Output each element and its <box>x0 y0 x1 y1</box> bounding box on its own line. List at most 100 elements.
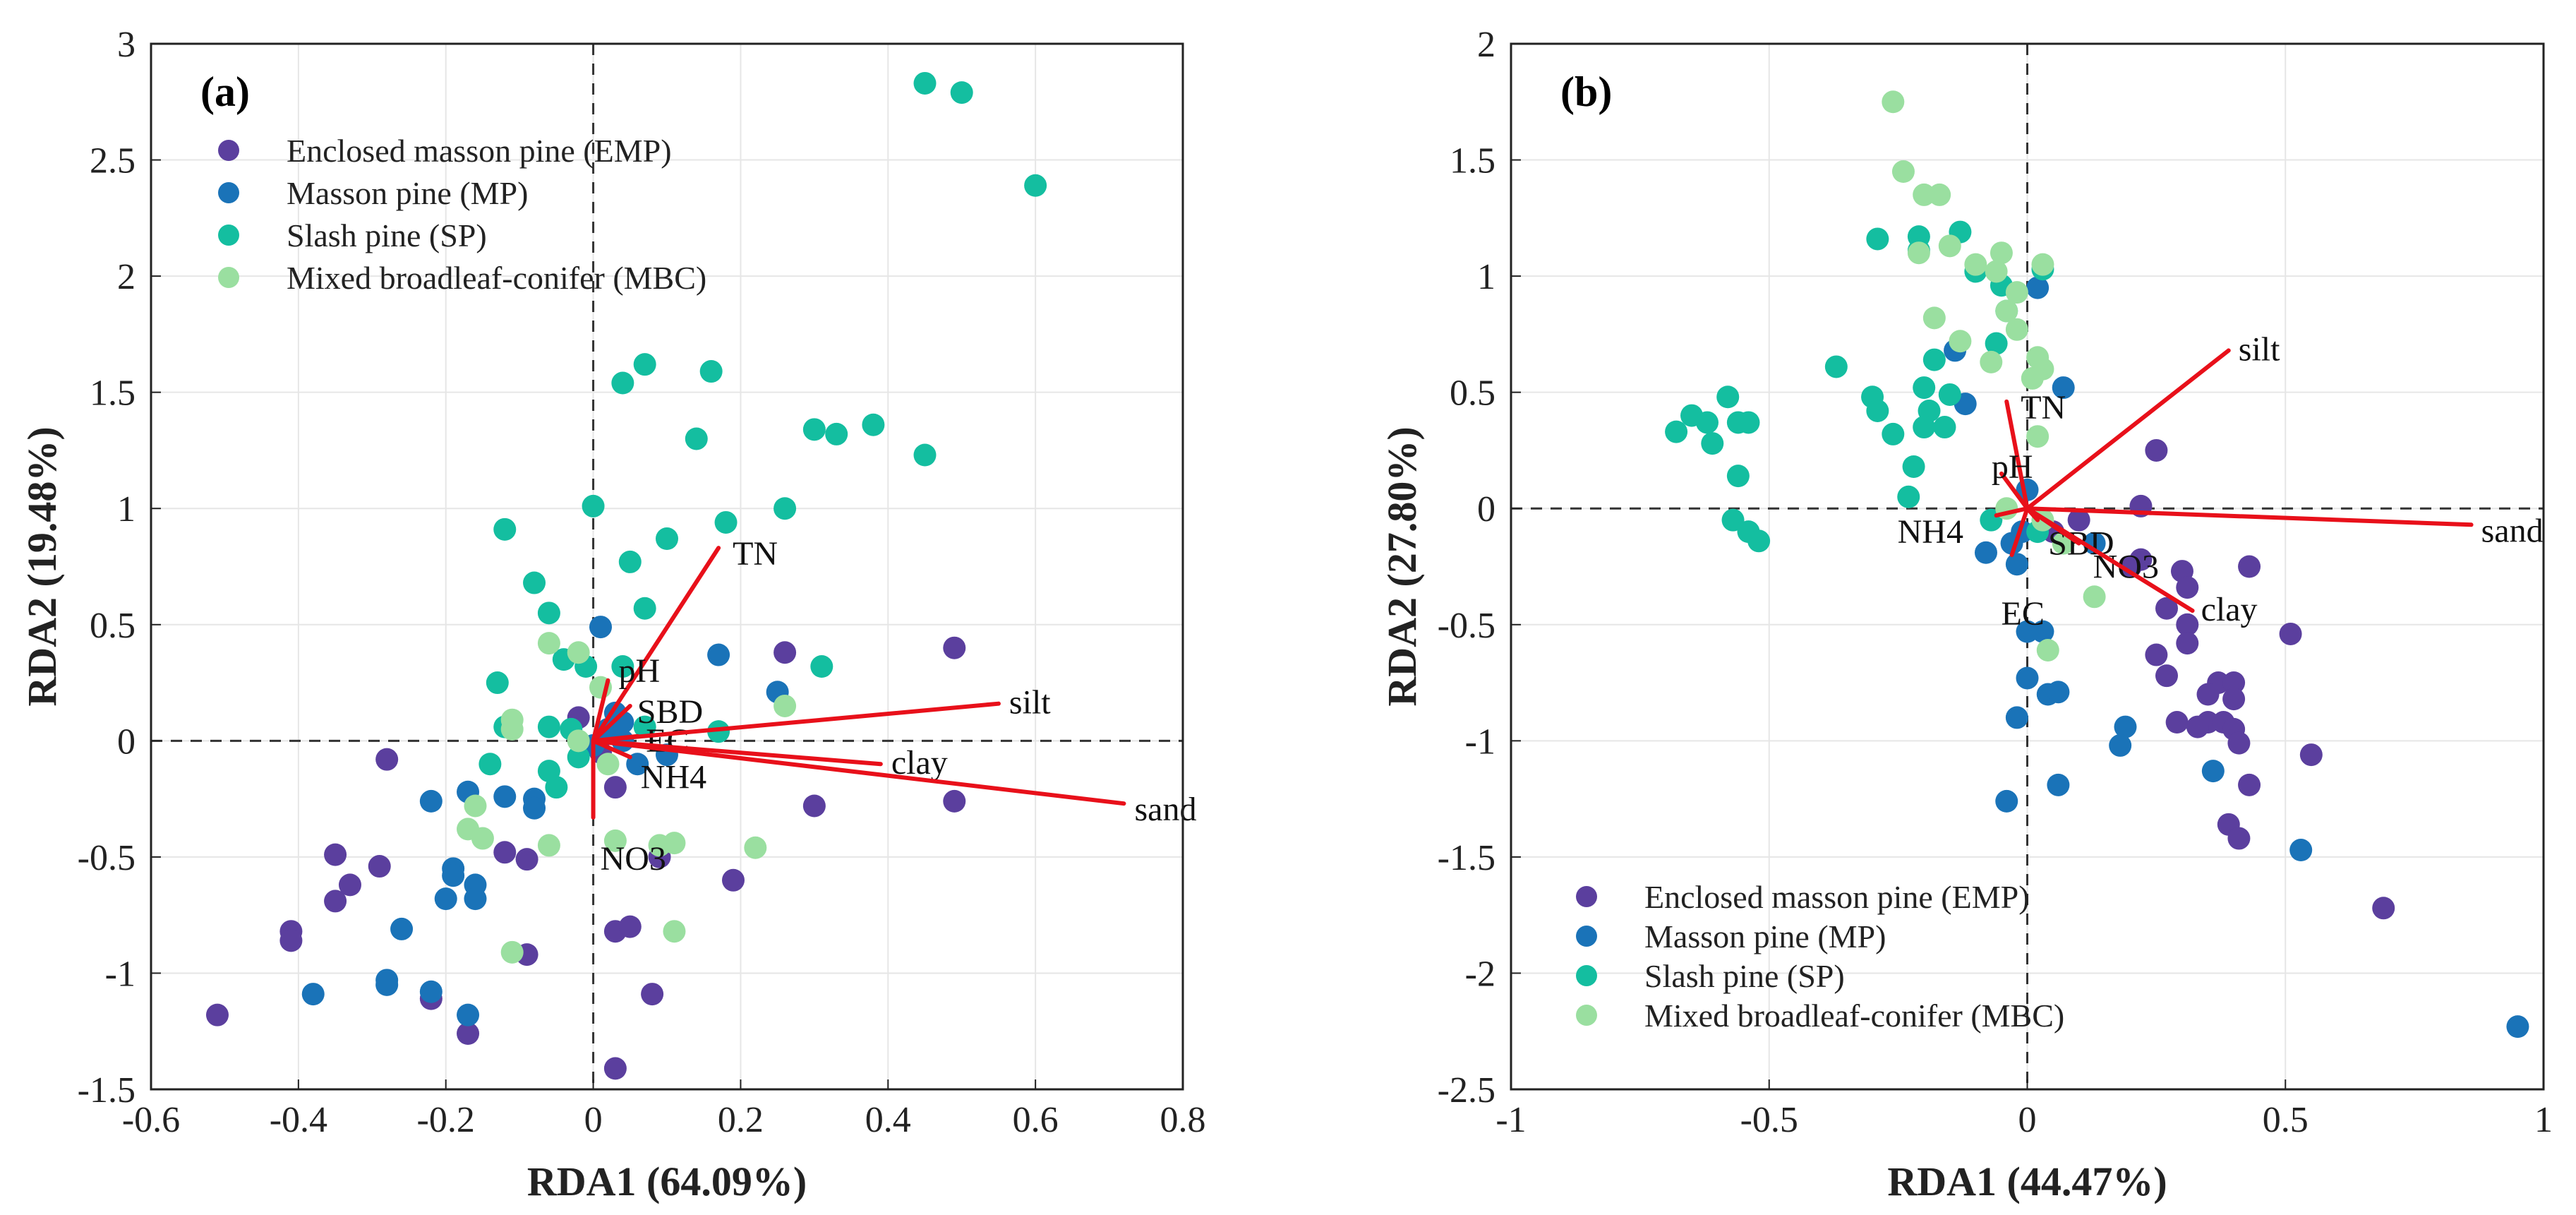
data-point <box>2289 839 2313 862</box>
data-point <box>464 887 487 911</box>
legend-label: Masson pine (MP) <box>1644 918 1886 954</box>
data-point <box>1933 416 1956 439</box>
data-point <box>2047 681 2070 704</box>
chart-panel-a: -0.6 -0.4 -0.2 0 0.2 0.4 0.6 0.8 -1.5 -1 -0.5 0 0.5 1… <box>19 25 1206 1204</box>
legend-marker <box>1576 886 1597 907</box>
data-point <box>2016 620 2039 643</box>
data-point <box>442 864 465 887</box>
data-point <box>1695 411 1719 434</box>
data-point <box>707 643 730 666</box>
data-point <box>1974 541 1997 564</box>
arrow-sbd <box>591 703 632 743</box>
data-point <box>2031 253 2054 276</box>
x-tick-label: -0.5 <box>1740 1100 1798 1140</box>
data-point <box>567 746 590 769</box>
data-point <box>1824 355 1848 378</box>
plot-frame <box>1510 42 2545 1091</box>
data-point <box>471 827 494 850</box>
data-point <box>419 980 443 1003</box>
data-point <box>375 748 399 771</box>
data-point <box>810 655 833 678</box>
data-point <box>1990 241 2013 265</box>
legend-marker <box>218 140 239 161</box>
data-point <box>2114 715 2137 738</box>
data-point <box>2196 683 2220 706</box>
data-point <box>2165 711 2189 734</box>
data-point <box>2129 548 2153 571</box>
arrow-label-nh4: NH4 <box>641 758 706 796</box>
data-point <box>1665 420 1688 443</box>
data-point <box>1726 465 1750 488</box>
arrow-label-no3: NO3 <box>601 840 666 878</box>
y-tick-label: -1.5 <box>1438 838 1495 878</box>
y-tick-label: 0 <box>117 722 136 762</box>
data-point <box>913 443 937 467</box>
data-point <box>2083 585 2106 609</box>
series-mixed-broadleaf-conifer-mbc <box>1882 90 2106 662</box>
x-tick-label: 0.5 <box>2263 1100 2309 1140</box>
data-point <box>1024 174 1047 197</box>
data-point <box>2145 643 2168 666</box>
data-point <box>205 1003 229 1027</box>
data-point <box>537 715 560 738</box>
y-tick-label: -1.5 <box>78 1070 136 1111</box>
data-point <box>589 616 613 639</box>
y-tick-label: 0.5 <box>90 606 136 646</box>
arrow-label-ec: EC <box>646 722 689 760</box>
data-point <box>1737 411 1760 434</box>
y-tick-label: 1.5 <box>1450 141 1495 181</box>
y-tick-label: 3 <box>117 25 136 65</box>
data-point <box>2176 632 2199 655</box>
data-point <box>464 794 487 818</box>
data-point <box>1922 306 1946 330</box>
data-point <box>1964 253 1987 276</box>
arrow-silt <box>591 701 1001 743</box>
data-point <box>1716 385 1740 409</box>
legend-label: Mixed broadleaf-conifer (MBC) <box>1644 998 2064 1034</box>
data-point <box>1922 348 1946 371</box>
data-point <box>523 796 546 820</box>
data-point <box>2227 731 2251 755</box>
y-axis-title: RDA2 (27.80%) <box>1379 426 1425 706</box>
x-tick-label: 0.8 <box>1160 1100 1206 1140</box>
legend-label: Enclosed masson pine (EMP) <box>287 133 672 169</box>
x-tick-label: 1 <box>2534 1100 2553 1140</box>
data-point <box>633 715 656 738</box>
data-point <box>2005 318 2028 341</box>
x-axis-title: RDA1 (64.09%) <box>527 1159 807 1204</box>
arrow-label-silt: silt <box>2239 330 2280 368</box>
data-point <box>714 510 738 534</box>
y-tick-label: 1.5 <box>90 373 136 414</box>
data-point <box>537 834 560 857</box>
data-point <box>1902 455 1925 478</box>
data-point <box>1995 789 2018 813</box>
data-point <box>2299 743 2323 767</box>
data-point <box>567 641 590 664</box>
data-point <box>500 940 524 964</box>
data-point <box>2026 425 2050 448</box>
series-slash-pine-sp <box>479 71 1047 799</box>
data-point <box>1747 529 1771 553</box>
plot-frame <box>150 42 1184 1091</box>
data-point <box>486 671 509 695</box>
data-point <box>324 890 347 913</box>
arrow-label-sbd: SBD <box>637 693 703 731</box>
data-point <box>2067 508 2090 532</box>
data-point <box>744 836 767 859</box>
data-point <box>2155 597 2179 620</box>
y-axis-title: RDA2 (19.48%) <box>19 426 65 706</box>
data-point <box>1980 350 2003 373</box>
panel-label: (a) <box>200 68 250 115</box>
data-point <box>1938 234 1961 258</box>
data-point <box>802 418 826 441</box>
legend-marker <box>218 182 239 203</box>
data-point <box>603 829 627 852</box>
legend-marker <box>218 267 239 288</box>
data-point <box>1995 299 2018 323</box>
data-point <box>699 360 723 383</box>
arrow-label-tn: TN <box>733 535 778 573</box>
data-point <box>493 785 517 808</box>
data-point <box>603 776 627 799</box>
data-point <box>1949 330 1972 353</box>
data-point <box>656 527 678 551</box>
